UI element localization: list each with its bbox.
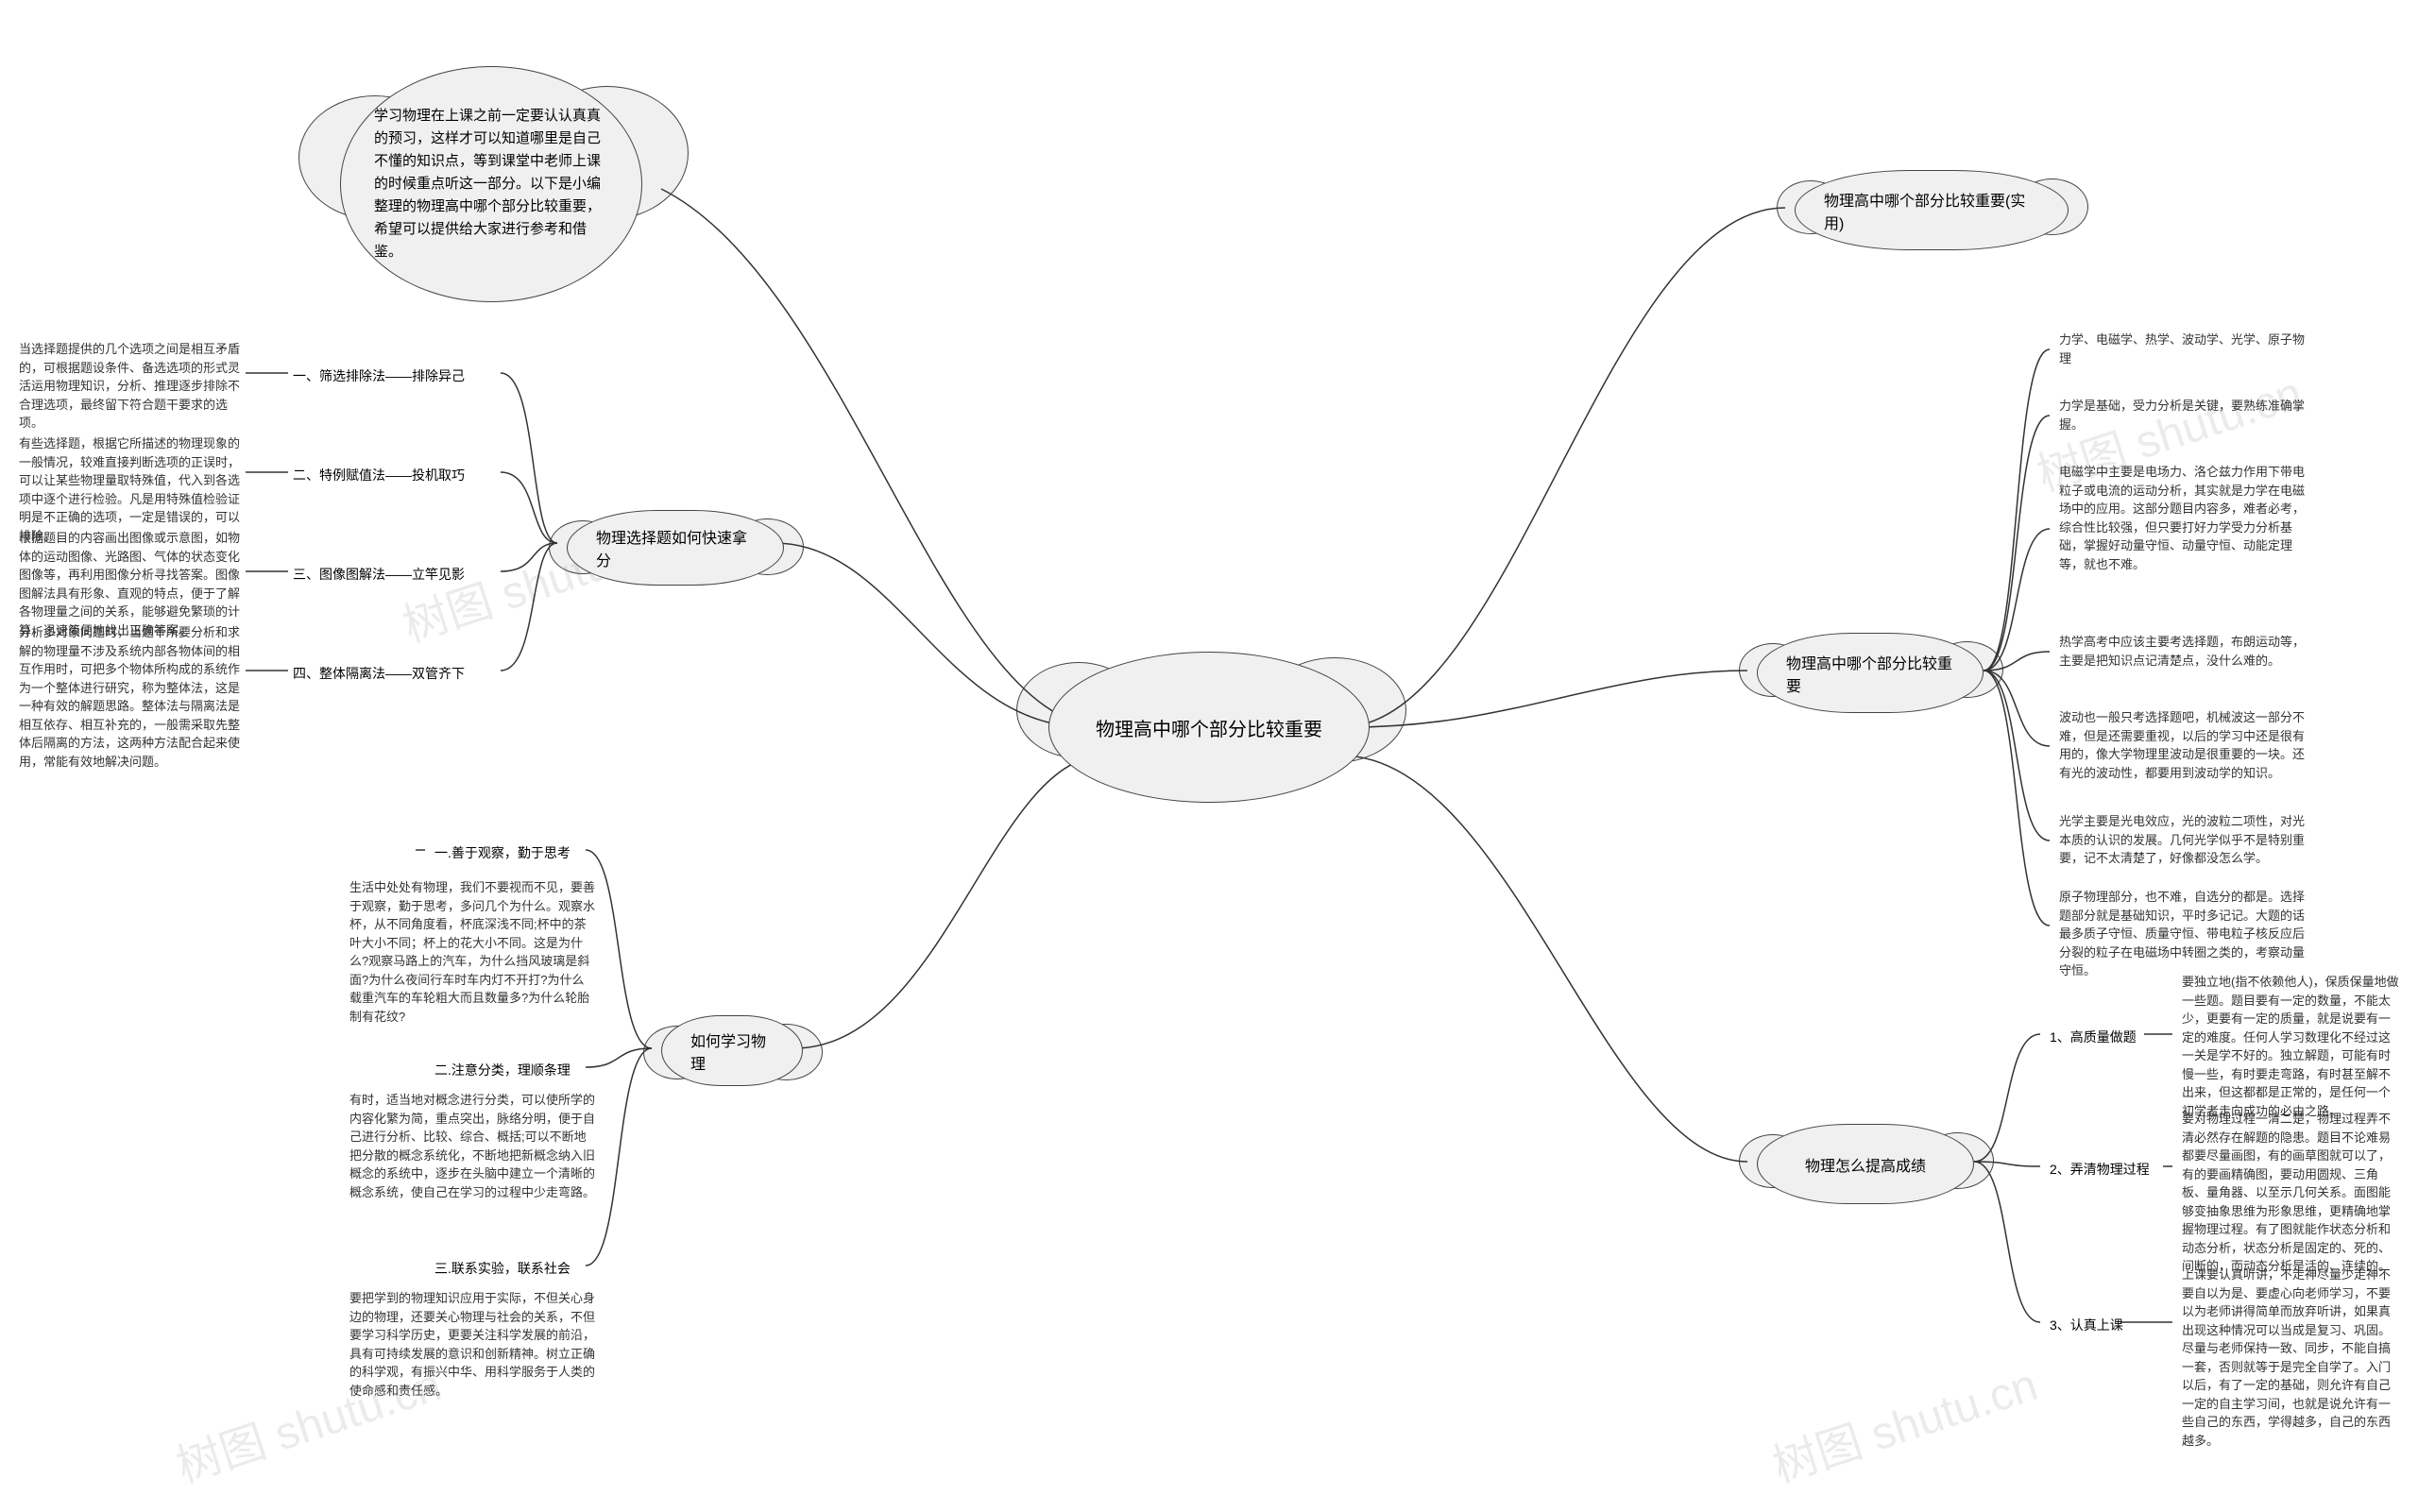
branch5-item1-text: 要独立地(指不依赖他人)，保质保量地做一些题。题目要有一定的数量，不能太少，更要… <box>2182 973 2399 1120</box>
branch2-item3-label: 三.联系实验，联系社会 <box>434 1259 570 1278</box>
branch1-item2-label: 二、特例赋值法——投机取巧 <box>293 466 465 484</box>
branch2-item2-text: 有时，适当地对概念进行分类，可以使所学的内容化繁为简，重点突出，脉络分明，便于自… <box>349 1091 595 1201</box>
branch5-item2-label: 2、弄清物理过程 <box>2050 1160 2150 1179</box>
branch4-item4: 热学高考中应该主要考选择题，布朗运动等，主要是把知识点记清楚点，没什么难的。 <box>2059 633 2305 670</box>
intro-cloud: 学习物理在上课之前一定要认认真真的预习，这样才可以知道哪里是自己不懂的知识点，等… <box>340 66 642 302</box>
center-node: 物理高中哪个部分比较重要 <box>1048 652 1370 803</box>
branch1-item1-label: 一、筛选排除法——排除异己 <box>293 366 465 385</box>
watermark: 树图 shutu.cn <box>1762 1348 2044 1495</box>
branch2-title: 如何学习物理 <box>690 1028 774 1074</box>
branch4-item3: 电磁学中主要是电场力、洛仑兹力作用下带电粒子或电流的运动分析，其实就是力学在电磁… <box>2059 463 2305 573</box>
branch1-title: 物理选择题如何快速拿分 <box>596 525 755 570</box>
branch2-item2-label: 二.注意分类，理顺条理 <box>434 1061 570 1079</box>
branch4-item7: 原子物理部分，也不难，自选分的都是。选择题部分就是基础知识，平时多记记。大题的话… <box>2059 888 2305 980</box>
branch4-item5: 波动也一般只考选择题吧，机械波这一部分不难，但是还需要重视，以后的学习中还是很有… <box>2059 708 2305 782</box>
branch2-node: 如何学习物理 <box>661 1015 803 1086</box>
branch5-node: 物理怎么提高成绩 <box>1757 1124 1974 1204</box>
branch1-item1-text: 当选择题提供的几个选项之间是相互矛盾的，可根据题设条件、备选选项的形式灵活运用物… <box>19 340 246 433</box>
intro-text: 学习物理在上课之前一定要认认真真的预习，这样才可以知道哪里是自己不懂的知识点，等… <box>374 105 608 263</box>
branch4-item6: 光学主要是光电效应，光的波粒二项性，对光本质的认识的发展。几何光学似乎不是特别重… <box>2059 812 2305 868</box>
branch2-item1-text: 生活中处处有物理，我们不要视而不见，要善于观察，勤于思考，多问几个为什么。观察水… <box>349 878 595 1026</box>
branch4-item1: 力学、电磁学、热学、波动学、光学、原子物理 <box>2059 331 2305 367</box>
branch2-item1-label: 一.善于观察，勤于思考 <box>434 843 570 862</box>
branch4-title: 物理高中哪个部分比较重要 <box>1786 651 1954 696</box>
branch3-title: 物理高中哪个部分比较重要(实用) <box>1824 188 2039 233</box>
branch1-node: 物理选择题如何快速拿分 <box>567 510 784 586</box>
branch5-title: 物理怎么提高成绩 <box>1805 1153 1926 1176</box>
branch1-item3-label: 三、图像图解法——立竿见影 <box>293 565 465 584</box>
branch4-item2: 力学是基础，受力分析是关键，要熟练准确掌握。 <box>2059 397 2305 433</box>
branch5-item2-text: 要对物理过程一清二楚，物理过程弄不清必然存在解题的隐患。题目不论难易都要尽量画图… <box>2182 1110 2399 1276</box>
branch1-item4-text: 分析多对象问题时，当题干所要分析和求解的物理量不涉及系统内部各物体间的相互作用时… <box>19 623 246 771</box>
branch5-item3-label: 3、认真上课 <box>2050 1316 2123 1334</box>
branch3-node: 物理高中哪个部分比较重要(实用) <box>1795 170 2069 250</box>
branch5-item3-text: 上课要认真听讲，不走神尽量少走神不要自以为是、要虚心向老师学习，不要以为老师讲得… <box>2182 1266 2399 1450</box>
branch5-item1-label: 1、高质量做题 <box>2050 1028 2137 1046</box>
center-title: 物理高中哪个部分比较重要 <box>1096 714 1322 741</box>
branch1-item4-label: 四、整体隔离法——双管齐下 <box>293 664 465 683</box>
branch2-item3-text: 要把学到的物理知识应用于实际，不但关心身边的物理，还要关心物理与社会的关系，不但… <box>349 1289 595 1400</box>
branch4-node: 物理高中哪个部分比较重要 <box>1757 633 1984 713</box>
